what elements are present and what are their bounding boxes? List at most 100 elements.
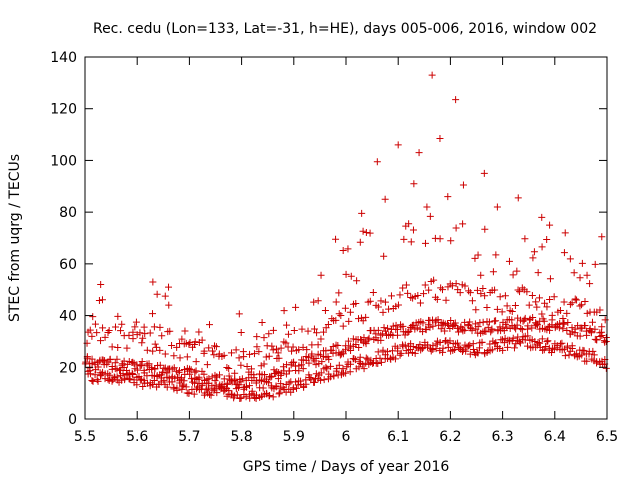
data-point <box>427 347 435 355</box>
data-point <box>490 317 498 325</box>
data-point <box>101 333 109 341</box>
data-point <box>304 354 312 362</box>
data-point <box>200 349 208 357</box>
data-point <box>192 358 200 366</box>
data-point <box>404 289 412 297</box>
data-point <box>332 235 340 243</box>
data-point <box>237 361 245 369</box>
data-point <box>473 348 481 356</box>
data-point <box>335 289 343 297</box>
data-point <box>508 307 516 315</box>
data-point <box>581 298 589 306</box>
data-point <box>260 334 268 342</box>
data-point <box>186 370 194 378</box>
data-point <box>161 292 169 300</box>
data-point <box>326 373 334 381</box>
data-point <box>117 327 125 335</box>
data-point <box>466 318 474 326</box>
data-point <box>180 366 188 374</box>
data-point <box>535 294 543 302</box>
data-point <box>269 346 277 354</box>
data-point <box>350 355 358 363</box>
data-point <box>150 323 158 331</box>
data-point <box>103 360 111 368</box>
data-point <box>211 385 219 393</box>
data-point <box>318 358 326 366</box>
data-point <box>381 195 389 203</box>
data-point <box>163 369 171 377</box>
data-point <box>324 321 332 329</box>
data-point <box>225 365 233 373</box>
data-point <box>221 386 229 394</box>
data-point <box>384 348 392 356</box>
data-point <box>94 363 102 371</box>
x-tick-label: 6.3 <box>491 429 513 445</box>
data-point <box>560 298 568 306</box>
data-point <box>521 235 529 243</box>
data-point <box>235 381 243 389</box>
data-point <box>123 344 131 352</box>
data-point <box>190 390 198 398</box>
data-point <box>289 385 297 393</box>
data-point <box>173 373 181 381</box>
data-point <box>500 339 508 347</box>
data-point <box>503 302 511 310</box>
data-point <box>253 333 261 341</box>
data-point <box>380 252 388 260</box>
data-point <box>447 316 455 324</box>
data-point <box>452 280 460 288</box>
data-point <box>568 345 576 353</box>
data-point <box>323 365 331 373</box>
data-point <box>503 323 511 331</box>
data-point <box>223 364 231 372</box>
y-tick-label: 80 <box>59 205 77 221</box>
data-point <box>517 325 525 333</box>
data-point <box>299 343 307 351</box>
data-point <box>173 384 181 392</box>
data-point <box>105 377 113 385</box>
data-point <box>484 323 492 331</box>
data-point <box>106 371 114 379</box>
data-point <box>290 327 298 335</box>
data-point <box>421 281 429 289</box>
data-point <box>588 318 596 326</box>
data-point <box>487 328 495 336</box>
data-point <box>165 301 173 309</box>
data-point <box>258 319 266 327</box>
data-point <box>337 312 345 320</box>
data-point <box>166 327 174 335</box>
data-point <box>538 310 546 318</box>
data-point <box>342 270 350 278</box>
data-point <box>95 296 103 304</box>
data-point <box>160 376 168 384</box>
data-point <box>181 327 189 335</box>
data-point <box>253 343 261 351</box>
data-point <box>298 325 306 333</box>
data-point <box>353 277 361 285</box>
x-tick-label: 5.6 <box>126 429 148 445</box>
data-point <box>113 355 121 363</box>
data-point <box>136 329 144 337</box>
data-point <box>342 369 350 377</box>
data-point <box>206 391 214 399</box>
data-point <box>381 298 389 306</box>
data-point <box>459 220 467 228</box>
data-point <box>555 324 563 332</box>
data-point <box>131 323 139 331</box>
data-point <box>265 330 273 338</box>
data-point <box>213 389 221 397</box>
data-point <box>598 331 606 339</box>
data-point <box>580 322 588 330</box>
data-point <box>277 380 285 388</box>
data-point <box>444 193 452 201</box>
data-point <box>97 337 105 345</box>
data-point <box>269 393 277 401</box>
data-point <box>346 308 354 316</box>
data-point <box>471 254 479 262</box>
data-point <box>566 300 574 308</box>
data-point <box>170 352 178 360</box>
data-point <box>242 393 250 401</box>
data-point <box>159 368 167 376</box>
y-tick-label: 0 <box>68 412 77 428</box>
data-point <box>553 344 561 352</box>
